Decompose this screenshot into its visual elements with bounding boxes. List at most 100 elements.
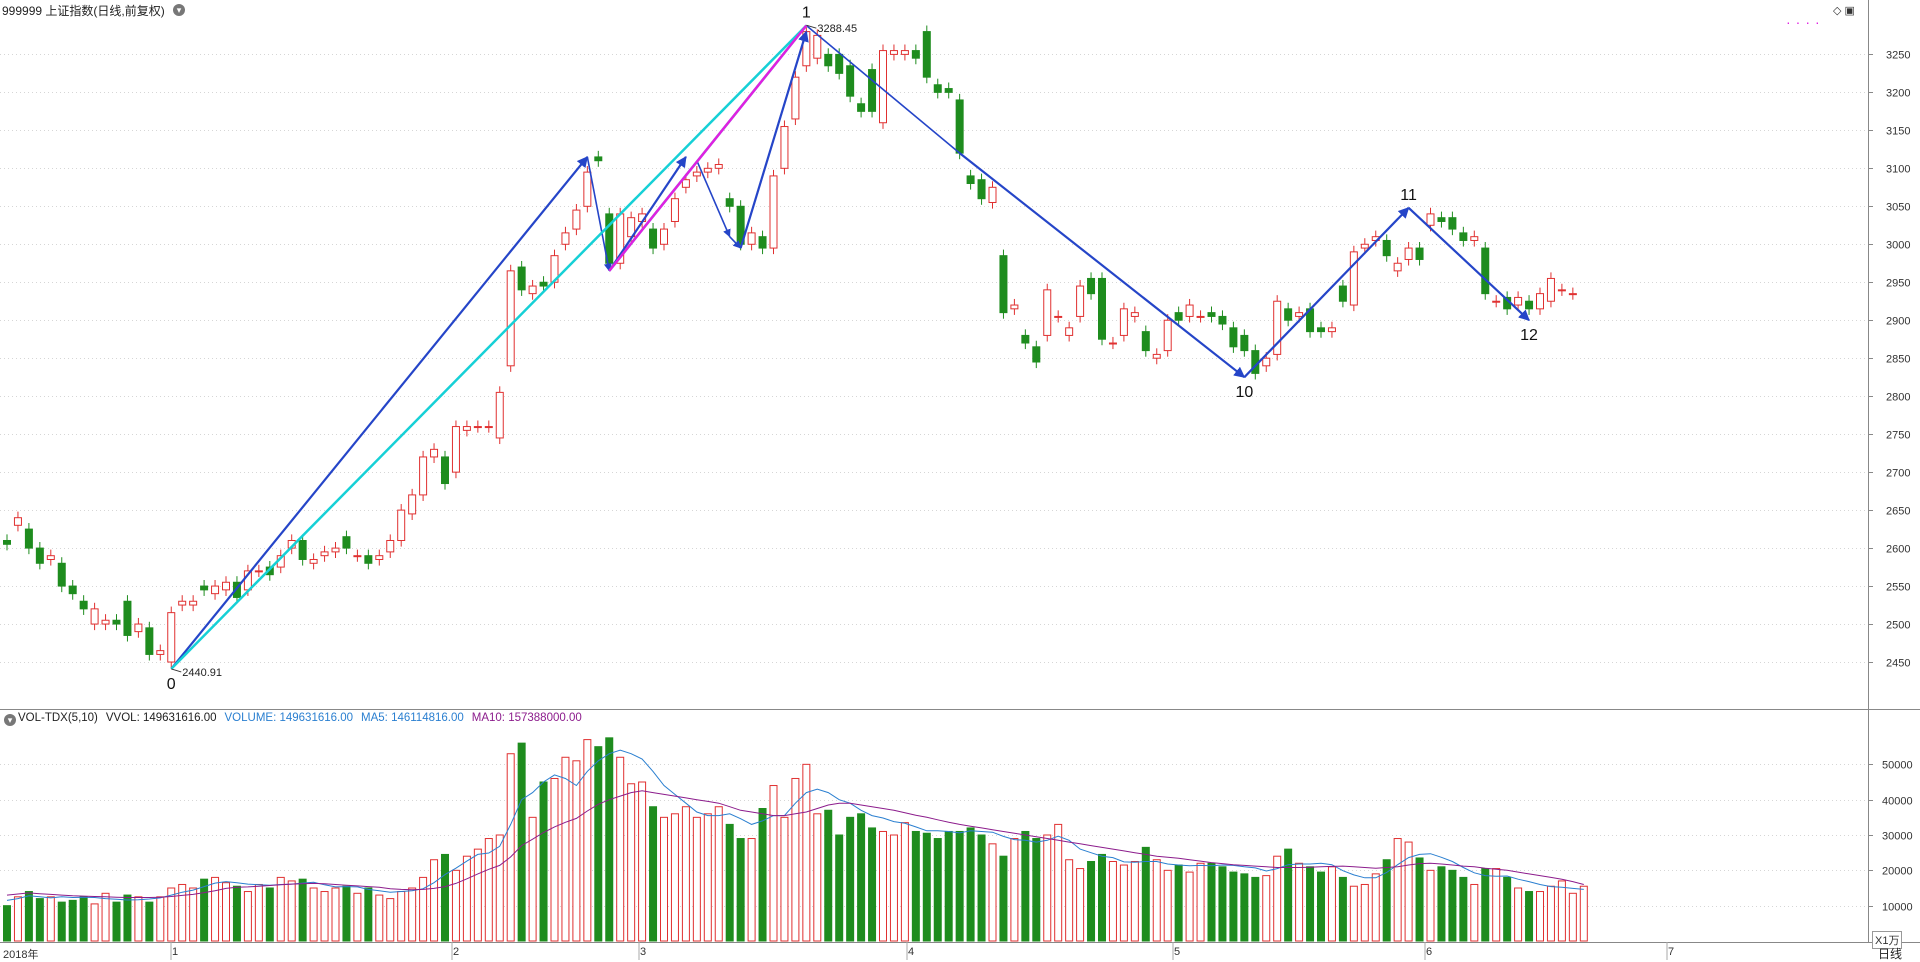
wave-label: 12: [1520, 327, 1538, 344]
candle-up: [462, 426, 471, 431]
volume-bar-up: [101, 892, 110, 942]
candle-down: [1021, 334, 1030, 344]
volume-bar-up: [1130, 861, 1139, 942]
candle-up: [1119, 308, 1128, 336]
volume-chart: 10000 20000 30000 40000 50000: [0, 711, 1913, 942]
candle-up: [714, 164, 723, 169]
volume-bar-up: [528, 816, 537, 942]
wave-label: 0: [167, 676, 176, 693]
candle-up: [451, 426, 460, 473]
candle-up: [1514, 296, 1523, 306]
volume-bar-down: [1141, 846, 1150, 942]
volume-bar-down: [3, 905, 11, 942]
volume-bar-up: [769, 785, 778, 942]
volume-bar-down: [846, 816, 855, 942]
volume-tick-label: 10000: [1882, 902, 1913, 914]
candle-up: [1185, 304, 1194, 317]
wave-label: 10: [1235, 384, 1253, 401]
volume-bar-up: [90, 903, 99, 942]
volume-bar-down: [1338, 876, 1347, 942]
candle-down: [57, 562, 66, 587]
candle-down: [1481, 247, 1490, 295]
x-axis-label: 4: [908, 946, 915, 958]
candle-up: [703, 167, 712, 173]
price-tick-label: 2450: [1886, 658, 1910, 670]
candle-up: [1196, 315, 1205, 318]
wave-trend-line: [739, 30, 809, 249]
candle-up: [692, 171, 701, 177]
price-tick-label: 2500: [1886, 620, 1910, 632]
volume-bar-down: [1032, 838, 1041, 942]
candle-down: [594, 156, 603, 162]
candle-up: [419, 456, 428, 496]
volume-bar-down: [1306, 866, 1315, 942]
candle-up: [988, 186, 997, 203]
candle-down: [1207, 312, 1216, 317]
candle-up: [1327, 327, 1336, 333]
volume-bar-down: [758, 808, 767, 942]
volume-bar-up: [13, 896, 22, 942]
volume-bar-down: [1021, 830, 1030, 942]
candle-up: [222, 581, 230, 591]
candle-down: [922, 31, 931, 78]
volume-bar-down: [1240, 873, 1249, 942]
volume-bar-up: [1546, 885, 1555, 942]
candle-down: [35, 547, 44, 564]
volume-bar-down: [539, 781, 548, 942]
candle-up: [583, 171, 592, 207]
cyan-trend-line: [170, 24, 808, 670]
volume-bar-up: [1371, 873, 1380, 942]
volume-header: VOL-TDX(5,10) VVOL: 149631616.00 VOLUME: 1…: [18, 712, 590, 724]
volume-bar-down: [725, 823, 734, 942]
wave-trend-line: [608, 156, 687, 272]
candle-up: [1273, 300, 1282, 355]
candle-up: [13, 517, 22, 526]
price-tick-label: 2650: [1886, 506, 1910, 518]
volume-bar-down: [24, 891, 33, 942]
candle-down: [123, 600, 132, 636]
price-tick-label: 3250: [1886, 50, 1910, 62]
volume-bar-down: [868, 827, 877, 942]
candle-down: [1284, 308, 1293, 321]
x-axis-label: 2018年: [3, 949, 39, 961]
candle-up: [900, 50, 909, 55]
wave-label: 1: [802, 5, 811, 22]
candle-down: [933, 84, 942, 93]
candle-up: [1130, 312, 1139, 317]
window-icons[interactable]: ◇ ▣: [1833, 4, 1855, 17]
volume-bar-down: [1174, 864, 1183, 942]
ma10-value: MA10: 157388000.00: [471, 712, 582, 724]
candle-up: [473, 426, 482, 429]
volume-bar-down: [1481, 868, 1490, 942]
volume-bar-down: [857, 813, 866, 942]
period-label[interactable]: 日线: [1878, 947, 1903, 961]
diamond-icon[interactable]: ◇: [1833, 5, 1842, 17]
volume-bar-down: [1503, 876, 1512, 942]
volume-bar-up: [1426, 869, 1435, 942]
volume-bar-up: [780, 816, 789, 942]
volume-bar-up: [156, 896, 165, 942]
candle-down: [1087, 277, 1096, 295]
candle-up: [320, 551, 329, 557]
candle-up: [331, 547, 340, 553]
candle-up: [167, 612, 176, 663]
volume-dropdown-icon[interactable]: ▾: [4, 714, 16, 726]
candle-up: [1426, 213, 1435, 226]
vvol-value: VVOL: 149631616.00: [105, 712, 217, 724]
volume-bar-up: [408, 887, 417, 942]
restore-icon[interactable]: ▣: [1844, 5, 1855, 17]
volume-bar-up: [1163, 869, 1172, 942]
candle-down: [999, 255, 1008, 314]
candle-up: [1163, 319, 1172, 352]
candle-up: [156, 650, 165, 655]
candle-down: [1032, 346, 1041, 363]
candle-up: [670, 198, 679, 222]
candle-up: [1470, 236, 1479, 241]
price-tick-label: 2950: [1886, 278, 1910, 290]
wave-trend-line: [805, 24, 961, 154]
volume-bar-up: [386, 898, 395, 942]
dropdown-icon[interactable]: ▾: [173, 4, 185, 16]
candle-up: [747, 232, 756, 245]
volume-bar-down: [232, 885, 241, 942]
